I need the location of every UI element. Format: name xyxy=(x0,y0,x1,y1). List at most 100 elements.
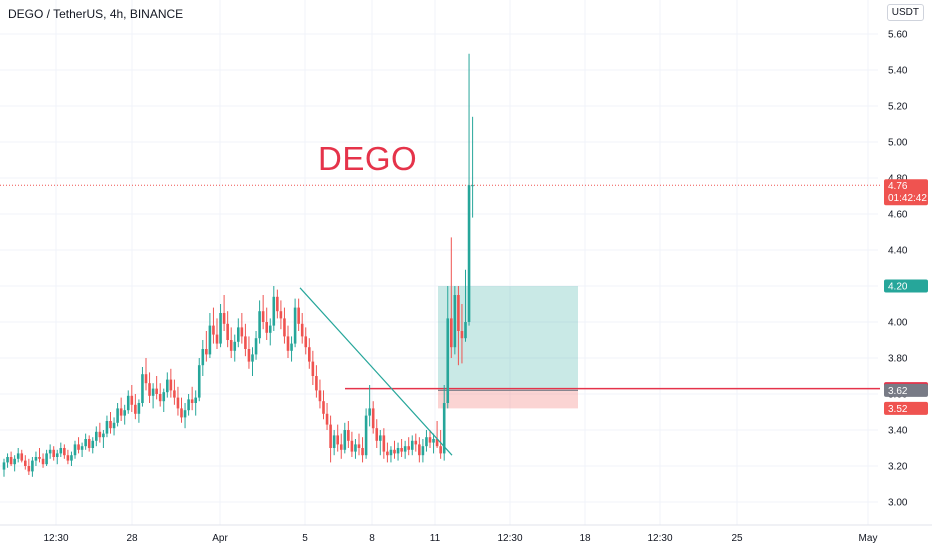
candle-body xyxy=(166,379,169,393)
candle-body xyxy=(247,349,251,362)
candle-body xyxy=(183,410,187,418)
candle-body xyxy=(293,307,297,344)
candle-body xyxy=(38,457,41,459)
candle-body xyxy=(80,446,84,450)
candle-body xyxy=(450,318,453,348)
candle-body xyxy=(311,361,315,376)
candle-body xyxy=(233,341,237,351)
y-tick-label: 3.00 xyxy=(888,498,908,509)
candle-body xyxy=(219,313,222,344)
candle-body xyxy=(364,415,368,456)
time-axis[interactable]: 12:30 28 Apr 5 8 11 12:30 18 12:30 25 May xyxy=(0,524,932,544)
candle-body xyxy=(201,349,205,366)
candle-body xyxy=(425,437,428,447)
candle-body xyxy=(386,451,389,456)
y-tick-label: 4.80 xyxy=(888,174,908,185)
candle-body xyxy=(162,392,166,402)
candle-body xyxy=(432,439,435,443)
candle-body xyxy=(464,322,467,339)
candle-body xyxy=(2,462,6,470)
trendline-line xyxy=(299,287,453,456)
candle-body xyxy=(59,448,63,454)
candle-body xyxy=(95,431,98,441)
candle-body xyxy=(421,446,425,456)
x-tick-label: 28 xyxy=(126,533,138,544)
x-tick-label: 18 xyxy=(579,533,591,544)
candle-body xyxy=(272,296,276,326)
candle-body xyxy=(393,449,396,454)
candle-body xyxy=(357,444,361,448)
candle-body xyxy=(279,311,283,319)
price-tag xyxy=(884,179,928,206)
candle-body xyxy=(63,448,66,456)
candle-body xyxy=(329,424,332,448)
candle-body xyxy=(194,397,197,403)
y-tick-label: 4.00 xyxy=(888,318,908,329)
candle-body xyxy=(126,395,130,411)
x-tick-label: May xyxy=(859,533,878,544)
x-tick-label: 12:30 xyxy=(647,533,672,544)
candle-body xyxy=(442,403,446,454)
candle-body xyxy=(141,374,144,403)
candle-body xyxy=(158,394,162,402)
candle-body xyxy=(222,313,226,324)
candle-body xyxy=(339,444,343,450)
candle-body xyxy=(98,431,102,438)
candle-body xyxy=(410,440,414,450)
candle-body xyxy=(130,395,134,405)
candle-body xyxy=(84,439,87,447)
candle-body xyxy=(226,323,229,340)
x-tick-label: Apr xyxy=(212,533,228,544)
candle-body xyxy=(190,399,194,403)
chart-annotation-text[interactable]: DEGO xyxy=(318,140,418,177)
y-tick-label: 4.40 xyxy=(888,246,908,257)
candle-body xyxy=(137,403,141,414)
candle-body xyxy=(336,435,339,445)
candle-body xyxy=(148,383,151,396)
y-tick-label: 5.00 xyxy=(888,138,908,149)
candle-body xyxy=(155,388,158,394)
price-axis[interactable]: 3.003.203.403.603.804.004.204.404.604.80… xyxy=(888,30,908,509)
symbol-title[interactable]: DEGO / TetherUS, 4h, BINANCE xyxy=(8,7,184,21)
y-tick-label: 3.80 xyxy=(888,354,908,365)
candle-body xyxy=(354,444,357,452)
x-tick-label: 12:30 xyxy=(497,533,522,544)
candle-body xyxy=(400,448,403,452)
candle-body xyxy=(286,336,290,351)
candle-body xyxy=(205,349,208,355)
candle-body xyxy=(197,365,201,398)
candle-body xyxy=(396,448,400,454)
candle-body xyxy=(208,325,212,355)
candle-body xyxy=(368,408,371,416)
candle-body xyxy=(66,455,70,461)
candle-body xyxy=(244,336,247,349)
candle-body xyxy=(105,421,109,434)
candle-body xyxy=(361,448,364,456)
candle-body xyxy=(24,460,27,466)
candle-body xyxy=(134,404,137,414)
candle-body xyxy=(116,408,119,423)
price-tag-label: 4.20 xyxy=(888,282,908,293)
grid xyxy=(0,0,878,525)
price-tag-label: 3.62 xyxy=(888,386,908,397)
candle-body xyxy=(45,453,48,465)
candle-body xyxy=(389,449,393,456)
candle-body xyxy=(403,446,407,452)
candle-body xyxy=(173,390,176,398)
candle-body xyxy=(322,401,325,414)
candle-body xyxy=(318,390,322,402)
candle-body xyxy=(20,453,24,461)
y-tick-label: 5.60 xyxy=(888,30,908,41)
candle-body xyxy=(276,296,279,312)
y-tick-label: 5.20 xyxy=(888,102,908,113)
candle-body xyxy=(109,421,112,429)
candle-body xyxy=(300,323,304,337)
candle-body xyxy=(31,460,34,472)
candle-body xyxy=(435,439,439,447)
price-tag-label: 3.52 xyxy=(888,404,908,415)
candle-body xyxy=(471,185,474,187)
candle-body xyxy=(187,399,190,411)
currency-badge[interactable]: USDT xyxy=(886,4,924,21)
candle-body xyxy=(460,331,464,339)
